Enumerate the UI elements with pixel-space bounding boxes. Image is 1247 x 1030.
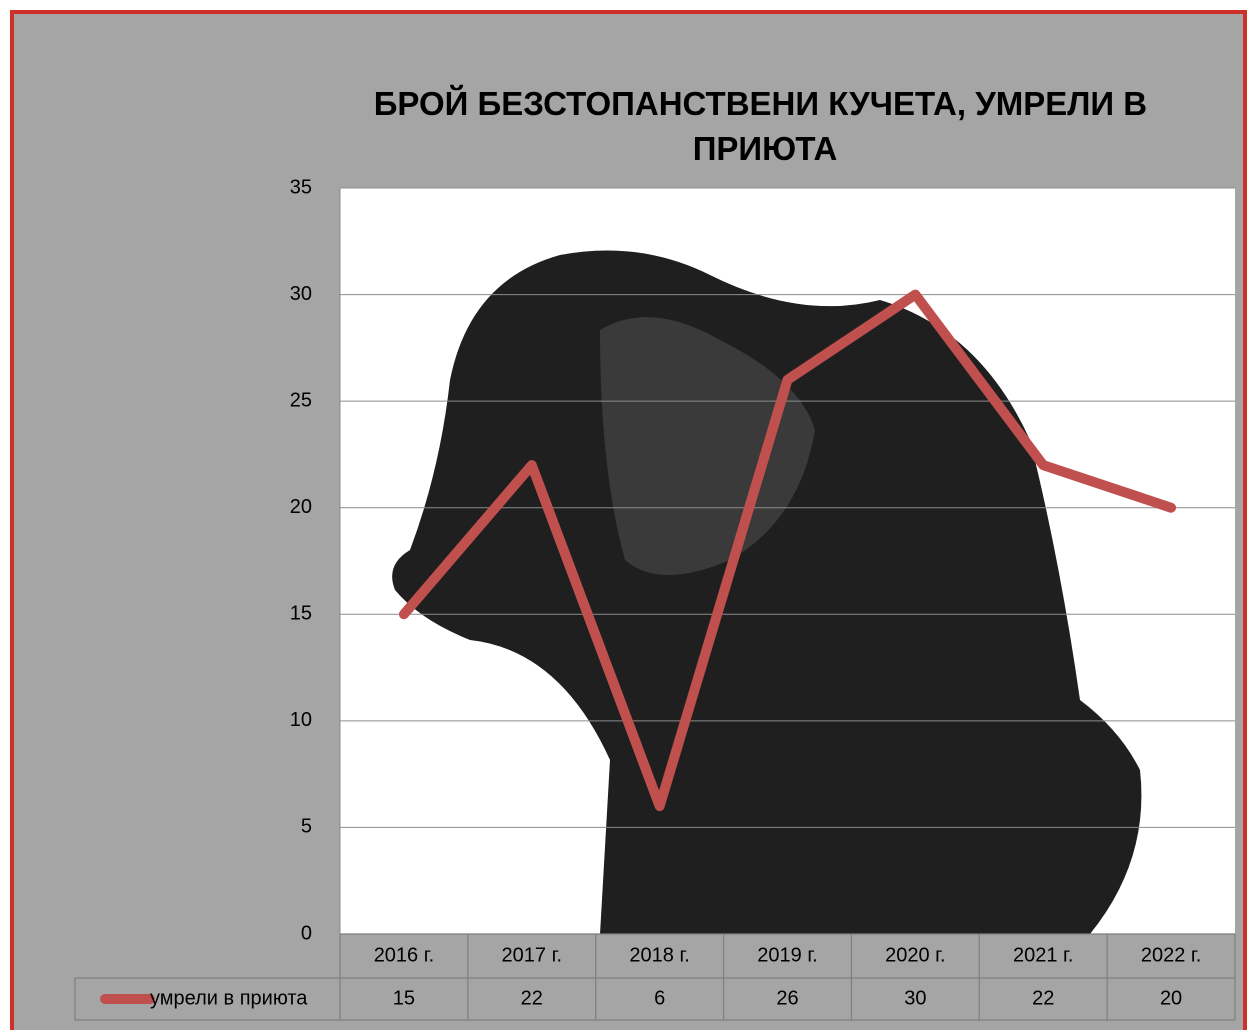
data-table-value: 6 [654, 987, 665, 1009]
x-tick-label: 2017 г. [502, 944, 562, 966]
y-tick-label: 30 [290, 283, 312, 305]
data-table-value: 15 [393, 987, 415, 1009]
dog-ear [600, 317, 815, 575]
dog-body [392, 250, 1142, 934]
data-table-value: 22 [521, 987, 543, 1009]
x-tick-label: 2022 г. [1141, 944, 1201, 966]
y-tick-label: 35 [290, 176, 312, 198]
data-table-value: 30 [904, 987, 926, 1009]
y-tick-label: 10 [290, 709, 312, 731]
y-tick-label: 0 [301, 922, 312, 944]
x-tick-label: 2016 г. [374, 944, 434, 966]
x-tick-label: 2021 г. [1013, 944, 1073, 966]
y-tick-label: 20 [290, 496, 312, 518]
x-tick-label: 2019 г. [757, 944, 817, 966]
x-tick-label: 2018 г. [629, 944, 689, 966]
data-table-value: 20 [1160, 987, 1182, 1009]
dog-silhouette [392, 250, 1142, 934]
data-table-value: 26 [776, 987, 798, 1009]
chart-title: БРОЙ БЕЗСТОПАНСТВЕНИ КУЧЕТА, УМРЕЛИ В ПР… [374, 84, 1157, 167]
x-tick-label: 2020 г. [885, 944, 945, 966]
line-series [398, 289, 1177, 812]
data-table-value: 22 [1032, 987, 1054, 1009]
y-tick-label: 5 [301, 816, 312, 838]
y-tick-label: 25 [290, 389, 312, 411]
y-tick-label: 15 [290, 603, 312, 625]
legend-label: умрели в приюта [150, 987, 308, 1009]
